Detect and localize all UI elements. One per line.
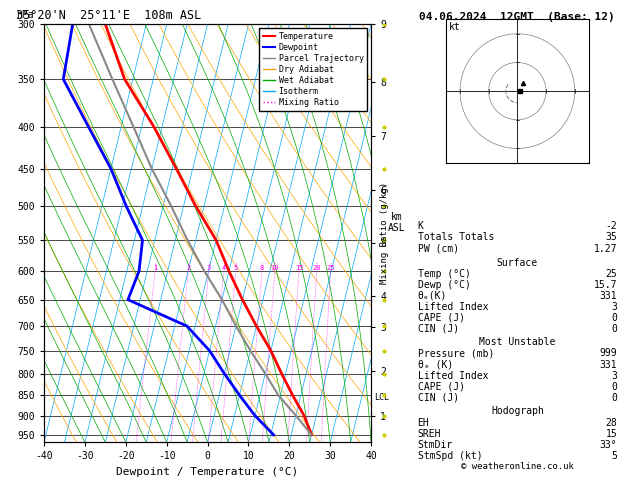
Text: Hodograph: Hodograph — [491, 406, 544, 417]
Text: Pressure (mb): Pressure (mb) — [418, 348, 494, 359]
Text: -2: -2 — [606, 221, 617, 231]
Y-axis label: km
ASL: km ASL — [388, 212, 406, 233]
Text: CIN (J): CIN (J) — [418, 324, 459, 334]
Text: hPa: hPa — [16, 10, 34, 20]
Text: LCL: LCL — [374, 393, 389, 402]
Text: Temp (°C): Temp (°C) — [418, 269, 470, 278]
Text: 5: 5 — [234, 265, 238, 271]
Text: 04.06.2024  12GMT  (Base: 12): 04.06.2024 12GMT (Base: 12) — [420, 12, 615, 22]
Text: Totals Totals: Totals Totals — [418, 232, 494, 243]
Text: kt: kt — [448, 22, 460, 32]
Text: PW (cm): PW (cm) — [418, 244, 459, 254]
Text: 15: 15 — [295, 265, 303, 271]
Text: 3: 3 — [611, 371, 617, 381]
Text: 1.27: 1.27 — [594, 244, 617, 254]
Text: 15: 15 — [606, 429, 617, 439]
Text: © weatheronline.co.uk: © weatheronline.co.uk — [461, 462, 574, 471]
Text: EH: EH — [418, 417, 429, 428]
Text: 0: 0 — [611, 313, 617, 323]
Text: Dewp (°C): Dewp (°C) — [418, 279, 470, 290]
Text: 5: 5 — [611, 451, 617, 461]
Text: 0: 0 — [611, 393, 617, 403]
Text: 28: 28 — [606, 417, 617, 428]
Text: 0: 0 — [611, 324, 617, 334]
Text: 15.7: 15.7 — [594, 279, 617, 290]
Text: 35: 35 — [606, 232, 617, 243]
Text: 8: 8 — [260, 265, 264, 271]
Text: 0: 0 — [611, 382, 617, 392]
Legend: Temperature, Dewpoint, Parcel Trajectory, Dry Adiabat, Wet Adiabat, Isotherm, Mi: Temperature, Dewpoint, Parcel Trajectory… — [259, 29, 367, 111]
Text: 999: 999 — [599, 348, 617, 359]
Text: CAPE (J): CAPE (J) — [418, 313, 465, 323]
Text: 3: 3 — [206, 265, 211, 271]
Text: 33°: 33° — [599, 440, 617, 450]
X-axis label: Dewpoint / Temperature (°C): Dewpoint / Temperature (°C) — [116, 467, 299, 477]
Text: SREH: SREH — [418, 429, 441, 439]
Text: 2: 2 — [186, 265, 191, 271]
Text: 20: 20 — [313, 265, 321, 271]
Text: 35°20'N  25°11'E  108m ASL: 35°20'N 25°11'E 108m ASL — [16, 9, 201, 22]
Text: θₑ (K): θₑ (K) — [418, 360, 453, 369]
Text: Surface: Surface — [497, 258, 538, 268]
Text: StmSpd (kt): StmSpd (kt) — [418, 451, 482, 461]
Text: 331: 331 — [599, 291, 617, 301]
Text: 25: 25 — [326, 265, 335, 271]
Text: θₑ(K): θₑ(K) — [418, 291, 447, 301]
Text: Mixing Ratio (g/kg): Mixing Ratio (g/kg) — [381, 182, 389, 284]
Text: 4: 4 — [221, 265, 226, 271]
Text: Lifted Index: Lifted Index — [418, 371, 488, 381]
Text: 10: 10 — [270, 265, 279, 271]
Text: 331: 331 — [599, 360, 617, 369]
Text: 3: 3 — [611, 302, 617, 312]
Text: StmDir: StmDir — [418, 440, 453, 450]
Text: Most Unstable: Most Unstable — [479, 337, 555, 347]
Text: CAPE (J): CAPE (J) — [418, 382, 465, 392]
Text: K: K — [418, 221, 423, 231]
Text: CIN (J): CIN (J) — [418, 393, 459, 403]
Text: 25: 25 — [606, 269, 617, 278]
Text: Lifted Index: Lifted Index — [418, 302, 488, 312]
Text: 1: 1 — [153, 265, 157, 271]
